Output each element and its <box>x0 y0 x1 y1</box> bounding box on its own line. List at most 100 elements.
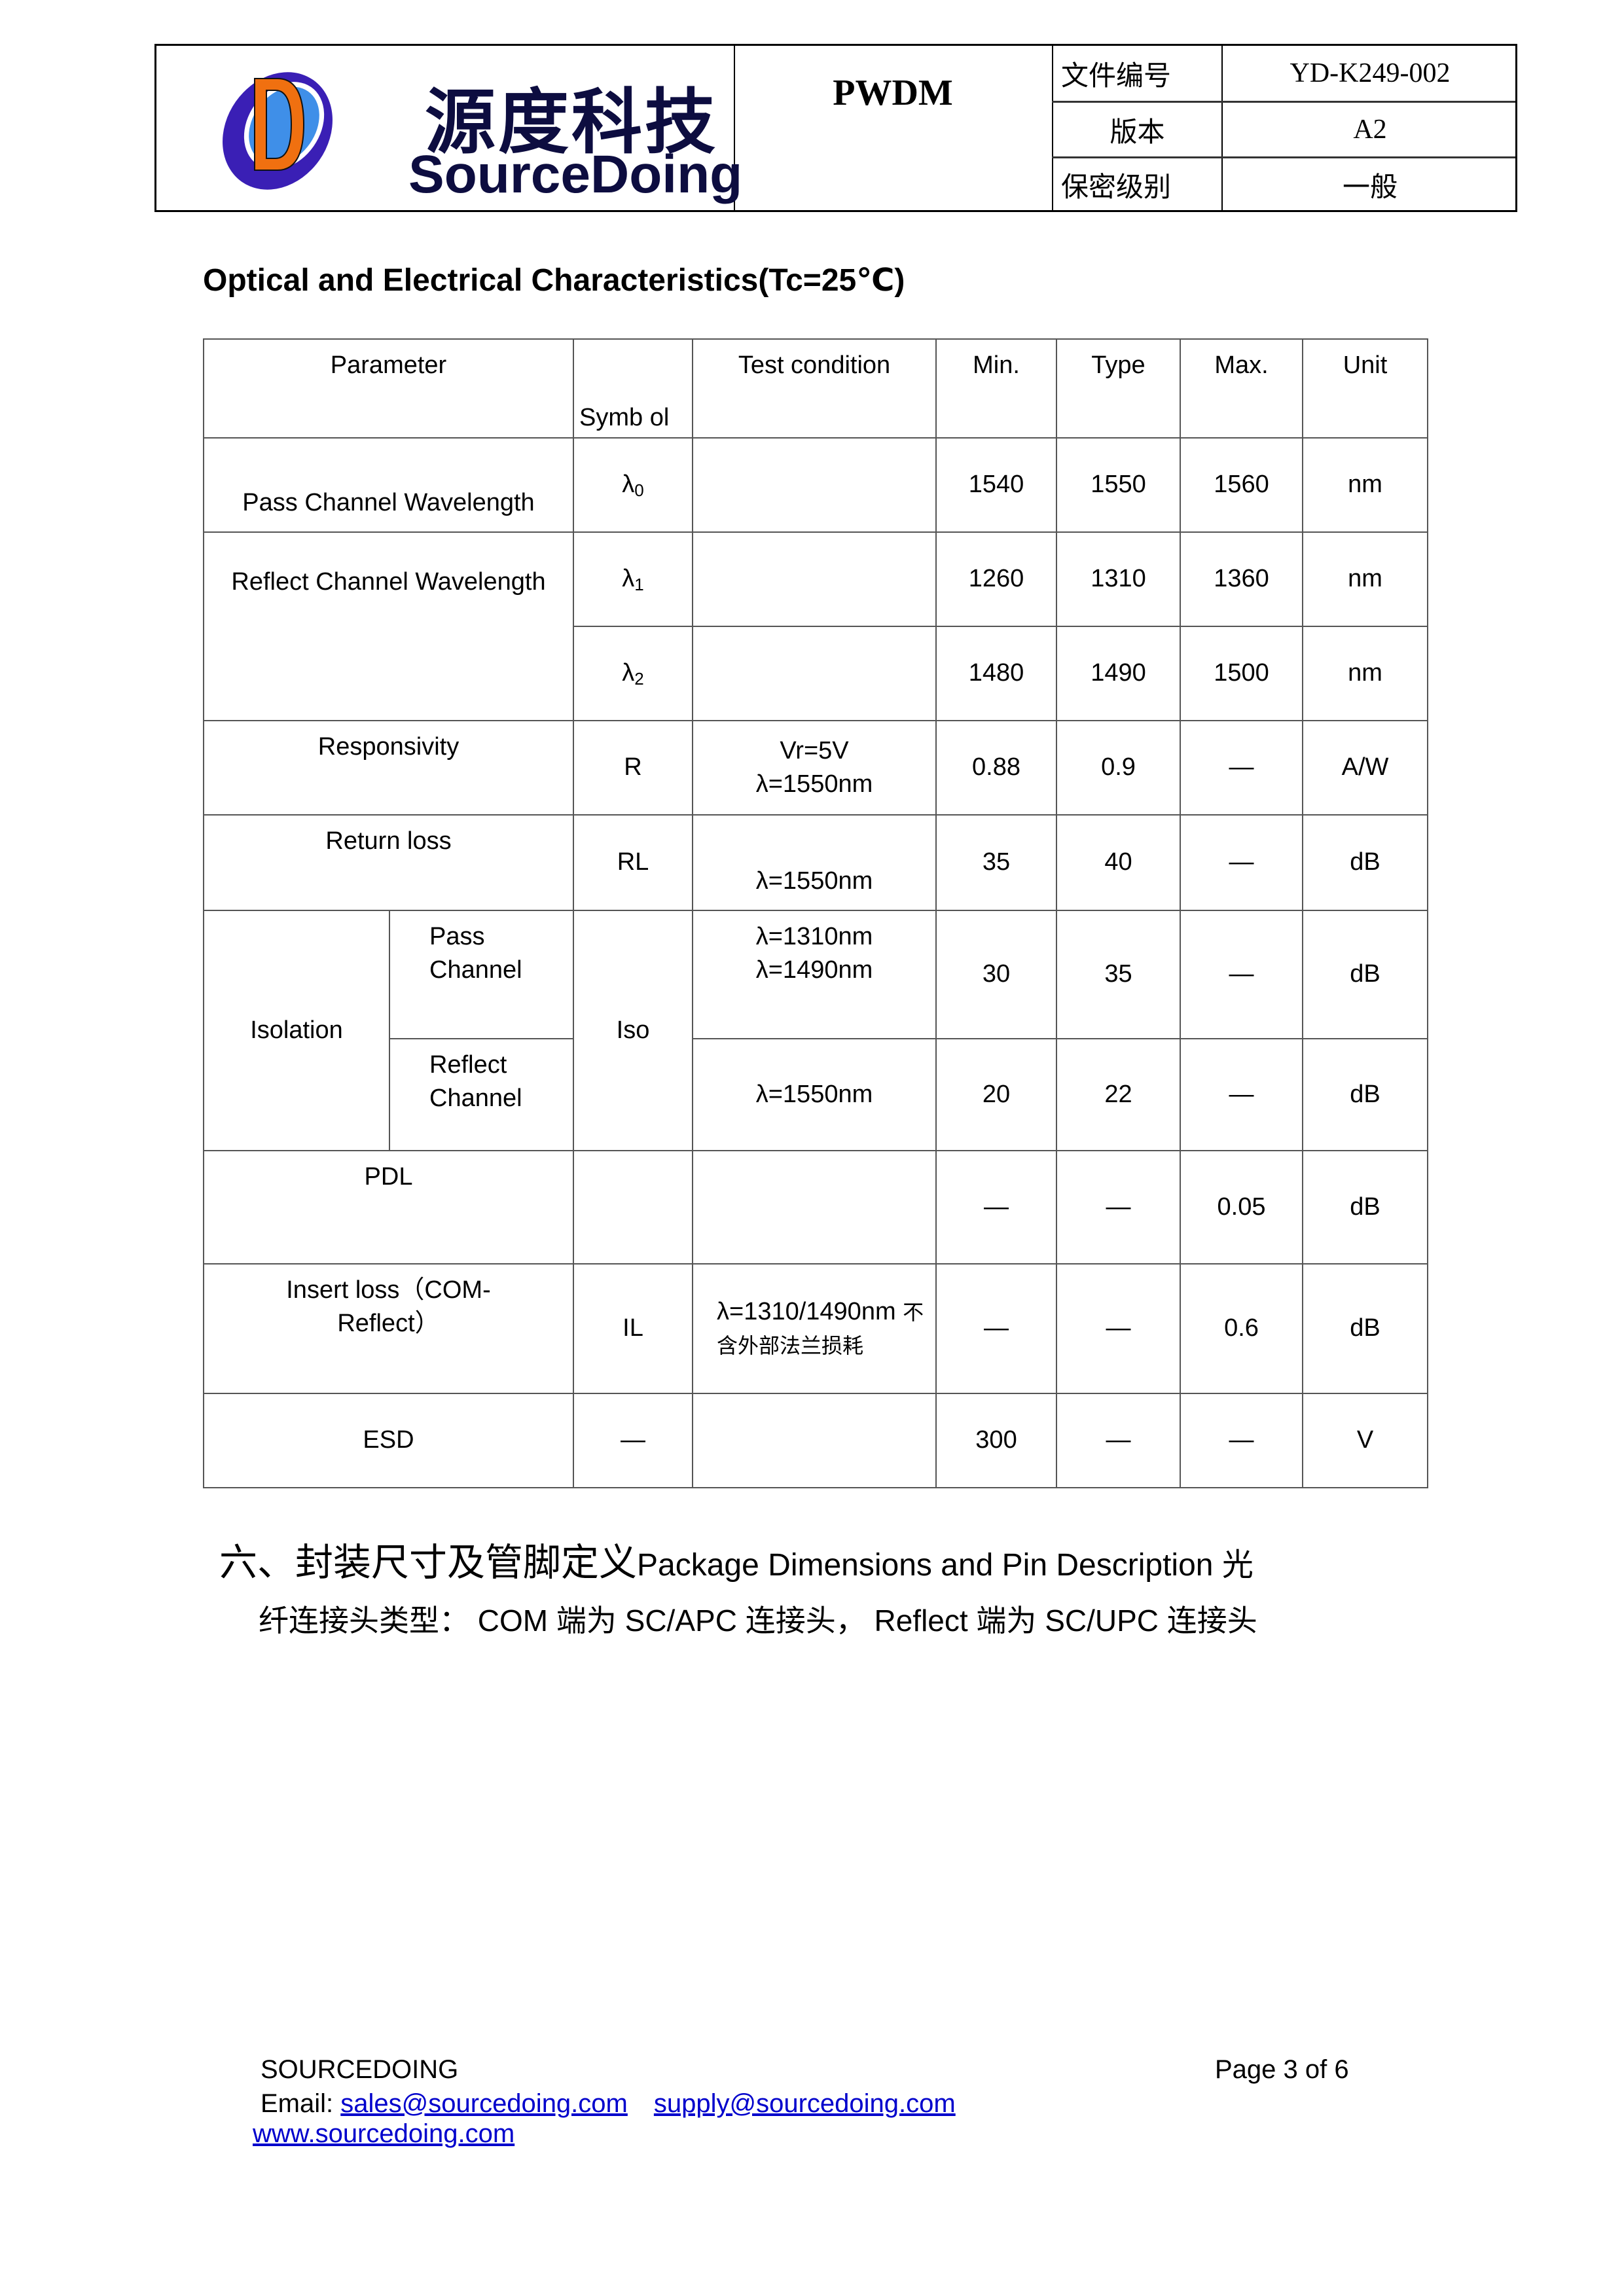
max-cell: — <box>1180 910 1303 1039</box>
table-row: PDL — — 0.05 dB <box>203 1150 1428 1265</box>
unit-cell: A/W <box>1302 720 1428 816</box>
param-cell: Pass Channel Wavelength <box>203 437 574 533</box>
subparam-cell: Pass Channel <box>389 910 574 1039</box>
param-cell: Return loss <box>203 814 574 911</box>
version-value: A2 <box>1353 115 1387 145</box>
min-cell: 20 <box>935 1038 1057 1151</box>
min-cell: — <box>935 1263 1057 1394</box>
min-cell: 35 <box>935 814 1057 911</box>
symbol-cell <box>573 1150 693 1265</box>
unit-cell: nm <box>1302 626 1428 721</box>
condition-cell <box>692 1150 937 1265</box>
unit-cell: dB <box>1302 814 1428 911</box>
unit-cell: dB <box>1302 1038 1428 1151</box>
max-cell: — <box>1180 814 1303 911</box>
symbol-cell: IL <box>573 1263 693 1394</box>
table-header-row: Parameter Symb ol Test condition Min. Ty… <box>203 338 1428 439</box>
version-label: 版本 <box>1110 117 1165 148</box>
doc-number-value: YD-K249-002 <box>1290 58 1451 88</box>
header-parameter: Parameter <box>203 338 574 439</box>
section-title: Optical and Electrical Characteristics(T… <box>203 263 905 298</box>
header-typ: Type <box>1056 338 1181 439</box>
security-value: 一般 <box>1342 172 1398 203</box>
footer-company: SOURCEDOING <box>261 2055 459 2084</box>
condition-cell: λ=1310nm λ=1490nm <box>692 910 937 1039</box>
typ-cell: 1550 <box>1056 437 1181 533</box>
logo-icon <box>223 72 333 190</box>
min-cell: 30 <box>935 910 1057 1039</box>
max-cell: 0.6 <box>1180 1263 1303 1394</box>
typ-cell: — <box>1056 1263 1181 1394</box>
param-cell: PDL <box>203 1150 574 1265</box>
condition-cell <box>692 1393 937 1488</box>
table-row: Insert loss（COM-Reflect） IL λ=1310/1490n… <box>203 1263 1428 1394</box>
max-cell: 1360 <box>1180 531 1303 627</box>
max-cell: 1560 <box>1180 437 1303 533</box>
doc-number-label: 文件编号 <box>1061 61 1172 92</box>
section-heading: 六、封装尺寸及管脚定义Package Dimensions and Pin De… <box>219 1541 1254 1584</box>
characteristics-table: Parameter Symb ol Test condition Min. Ty… <box>203 338 1428 1488</box>
subparam-cell: Reflect Channel <box>389 1038 574 1151</box>
symbol-cell: RL <box>573 814 693 911</box>
document-header: 源度科技 SourceDoing PWDM 文件编号 YD-K249-002 版… <box>154 44 1517 212</box>
page-number: Page 3 of 6 <box>1215 2055 1349 2084</box>
website-link[interactable]: www.sourcedoing.com <box>253 2119 515 2148</box>
table-row: ESD — 300 — — V <box>203 1393 1428 1488</box>
symbol-cell: — <box>573 1393 693 1488</box>
symbol-cell: λ0 <box>573 437 693 533</box>
table-row: Reflect Channel λ=1550nm 20 22 — dB <box>204 1038 1428 1151</box>
min-cell: 0.88 <box>935 720 1057 816</box>
product-title: PWDM <box>833 73 953 113</box>
email-link-sales[interactable]: sales@sourcedoing.com <box>340 2089 628 2118</box>
footer-email: Email: sales@sourcedoing.com supply@sourc… <box>261 2089 956 2118</box>
max-cell: 1500 <box>1180 626 1303 721</box>
header-max: Max. <box>1180 338 1303 439</box>
min-cell: — <box>935 1150 1057 1265</box>
param-cell: ESD <box>203 1393 574 1488</box>
condition-cell <box>692 531 937 627</box>
min-cell: 1260 <box>935 531 1057 627</box>
header-condition: Test condition <box>692 338 937 439</box>
table-row: λ2 1480 1490 1500 nm <box>204 626 1428 721</box>
security-label: 保密级别 <box>1061 172 1172 203</box>
unit-cell: dB <box>1302 1150 1428 1265</box>
typ-cell: 1490 <box>1056 626 1181 721</box>
condition-cell <box>692 626 937 721</box>
unit-cell: dB <box>1302 910 1428 1039</box>
connector-description: 纤连接头类型： COM 端为 SC/APC 连接头， Reflect 端为 SC… <box>259 1604 1257 1638</box>
min-cell: 300 <box>935 1393 1057 1488</box>
unit-cell: dB <box>1302 1263 1428 1394</box>
condition-cell: λ=1550nm <box>692 814 937 911</box>
param-cell: Insert loss（COM-Reflect） <box>203 1263 574 1394</box>
header-symbol: Symb ol <box>573 338 693 439</box>
table-row: Pass Channel Wavelength λ0 1540 1550 156… <box>203 437 1428 533</box>
typ-cell: — <box>1056 1393 1181 1488</box>
condition-cell: λ=1310/1490nm 不含外部法兰损耗 <box>692 1263 937 1394</box>
symbol-cell: λ2 <box>573 626 693 721</box>
max-cell: — <box>1180 1393 1303 1488</box>
max-cell: 0.05 <box>1180 1150 1303 1265</box>
unit-cell: nm <box>1302 437 1428 533</box>
typ-cell: 22 <box>1056 1038 1181 1151</box>
condition-cell: Vr=5V λ=1550nm <box>692 720 937 816</box>
table-row: Isolation Pass Channel Iso λ=1310nm λ=149… <box>203 910 1428 1151</box>
condition-cell <box>692 437 937 533</box>
max-cell: — <box>1180 1038 1303 1151</box>
max-cell: — <box>1180 720 1303 816</box>
symbol-cell: R <box>573 720 693 816</box>
unit-cell: V <box>1302 1393 1428 1488</box>
param-cell: Reflect Channel Wavelength <box>203 531 574 721</box>
table-row: Reflect Channel Wavelength λ1 1260 1310 … <box>203 531 1428 721</box>
param-cell: Isolation <box>203 910 390 1151</box>
email-link-supply[interactable]: supply@sourcedoing.com <box>653 2089 956 2118</box>
unit-cell: nm <box>1302 531 1428 627</box>
min-cell: 1540 <box>935 437 1057 533</box>
typ-cell: 1310 <box>1056 531 1181 627</box>
typ-cell: 40 <box>1056 814 1181 911</box>
logo-en-text: SourceDoing <box>408 145 743 204</box>
min-cell: 1480 <box>935 626 1057 721</box>
typ-cell: — <box>1056 1150 1181 1265</box>
header-unit: Unit <box>1302 338 1428 439</box>
condition-cell: λ=1550nm <box>692 1038 937 1151</box>
